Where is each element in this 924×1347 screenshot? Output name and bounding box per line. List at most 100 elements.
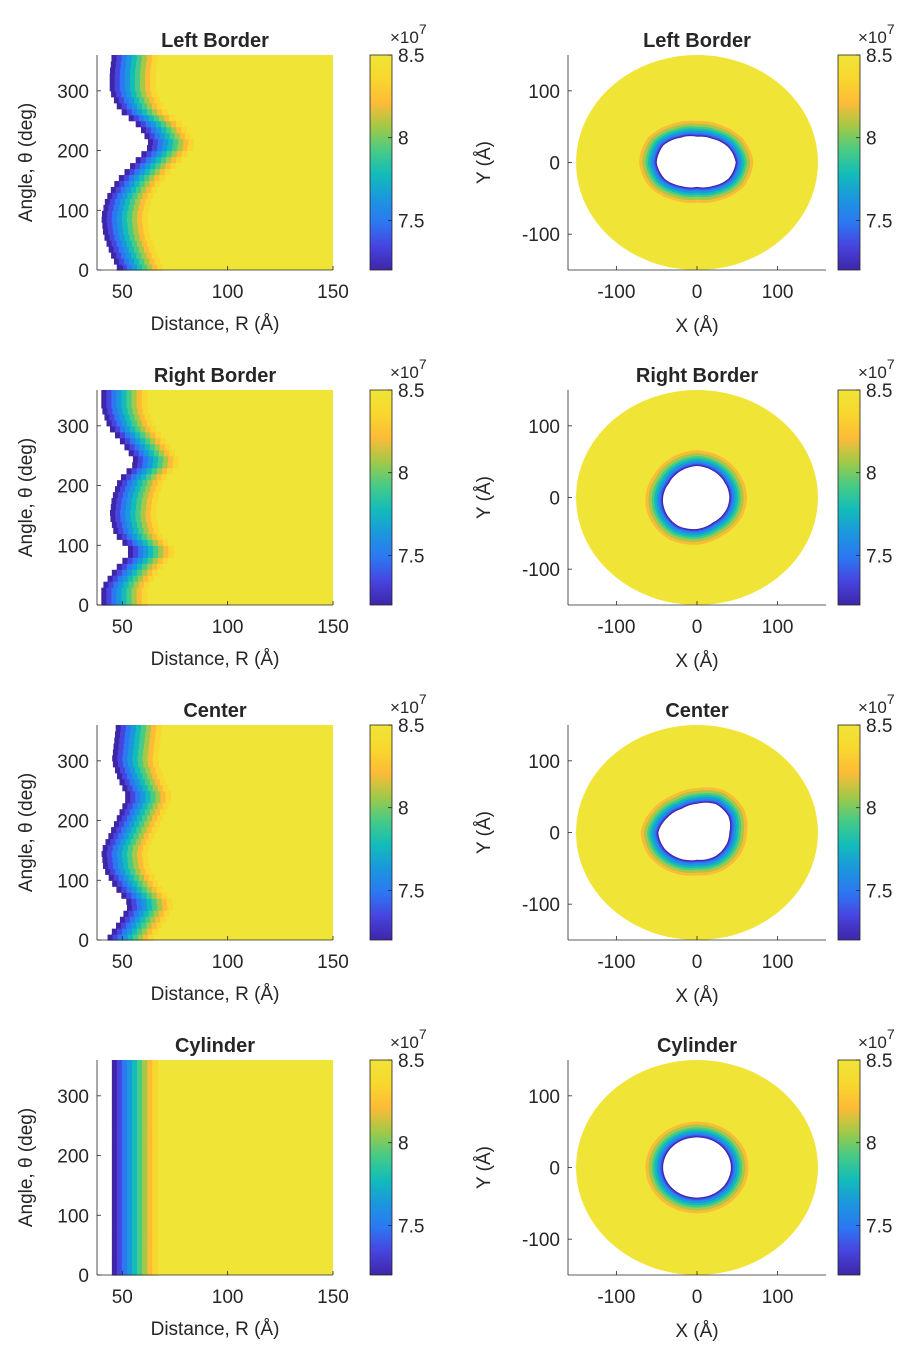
heatmap-cell (128, 874, 135, 881)
heatmap-cell (131, 419, 138, 427)
heatmap-cell (119, 413, 126, 421)
heatmap-cell (151, 60, 157, 68)
heatmap-cell (125, 790, 131, 798)
heatmap-cell (126, 252, 132, 259)
heatmap-cell (174, 132, 181, 140)
heatmap-empty-region (97, 772, 118, 780)
heatmap-cell (142, 928, 148, 935)
heatmap-cell (131, 826, 137, 834)
heatmap-cell (148, 760, 154, 768)
heatmap-cell (126, 102, 133, 110)
heatmap-cell (116, 1119, 123, 1127)
heatmap-cell (152, 1167, 158, 1175)
heatmap-cell (144, 808, 151, 816)
heatmap-cell (127, 844, 134, 852)
heatmap-cell (111, 1065, 118, 1073)
heatmap-cell (146, 419, 153, 427)
colorbar-exponent-base: ×10 (858, 698, 887, 717)
heatmap-cell (152, 1143, 158, 1151)
heatmap-empty-region (97, 748, 113, 756)
heatmap-cell (136, 533, 143, 540)
annulus-hole (656, 136, 736, 188)
heatmap-cell (146, 144, 153, 152)
heatmap-cell (130, 730, 136, 738)
heatmap-cell (118, 820, 125, 828)
heatmap-cell (114, 180, 120, 187)
heatmap-cell (151, 898, 158, 905)
heatmap-empty-region (97, 437, 120, 445)
heatmap-cell (126, 1269, 133, 1276)
heatmap-cell (128, 174, 135, 182)
heatmap-cell (170, 162, 177, 170)
heatmap-cell (124, 736, 130, 744)
heatmap-cell (131, 563, 138, 570)
heatmap-cell (133, 760, 139, 768)
heatmap-cell (155, 790, 162, 798)
heatmap-cell (152, 904, 158, 911)
heatmap-cell (142, 1143, 148, 1151)
heatmap-cell (152, 1095, 158, 1103)
heatmap-cell (183, 138, 189, 146)
heatmap-empty-region (97, 832, 109, 840)
heatmap-cell (132, 222, 139, 229)
annulus-hole (658, 802, 731, 861)
heatmap-empty-region (97, 467, 127, 475)
heatmap-cell (161, 898, 168, 905)
heatmap-cell (146, 898, 153, 905)
heatmap-cell (151, 55, 158, 62)
heatmap-cell (125, 503, 132, 511)
heatmap-cell (125, 60, 132, 68)
heatmap-cell (147, 934, 154, 941)
heatmap-cell (157, 479, 164, 487)
heatmap-cell (140, 868, 147, 875)
heatmap-cell (119, 485, 126, 493)
heatmap-cell (126, 1095, 133, 1103)
heatmap-cell (137, 934, 144, 941)
heatmap-cell (150, 515, 157, 522)
heatmap-cell (137, 1125, 143, 1133)
heatmap-cell (152, 1173, 158, 1181)
heatmap-cell (113, 862, 119, 869)
heatmap-cell (111, 826, 117, 834)
x-axis-label: Distance, R (Å) (151, 649, 280, 670)
heatmap-cell (126, 1191, 133, 1198)
heatmap-cell (147, 1167, 153, 1175)
heatmap-cell (112, 192, 118, 199)
heatmap-cell (118, 581, 125, 588)
heatmap-cell (101, 850, 108, 857)
heatmap-empty-region (97, 1089, 112, 1097)
heatmap-cell (171, 156, 177, 164)
heatmap-cell (111, 1263, 118, 1270)
heatmap-cell (139, 443, 146, 451)
heatmap-cell (151, 90, 158, 98)
heatmap-cell (141, 497, 148, 505)
heatmap-cell (116, 1227, 123, 1234)
heatmap-cell (135, 796, 141, 804)
heatmap-empty-region (97, 1269, 112, 1276)
heatmap-cell (124, 168, 131, 176)
heatmap-cell (132, 210, 138, 217)
heatmap-empty-region (97, 1149, 112, 1157)
heatmap-cell (117, 754, 123, 762)
heatmap-cell (101, 599, 107, 606)
heatmap-cell (140, 790, 146, 798)
heatmap-cell (145, 725, 152, 732)
heatmap-cell (188, 138, 195, 146)
colorbar-tick-label: 7.5 (398, 546, 424, 567)
heatmap-cell (160, 162, 167, 170)
heatmap-cell (147, 1131, 153, 1139)
heatmap-empty-region (97, 1239, 112, 1246)
x-tick-label: 150 (317, 617, 349, 638)
y-axis-label: Angle, θ (deg) (16, 1108, 37, 1227)
heatmap-cell (120, 186, 127, 193)
heatmap-cell (115, 60, 122, 68)
heatmap-cell (142, 216, 148, 223)
heatmap-cell (126, 1083, 133, 1091)
heatmap-cell (124, 78, 131, 86)
heatmap-cell (154, 258, 160, 265)
heatmap-cell (148, 491, 154, 499)
heatmap-cell (160, 156, 167, 164)
heatmap-cell (136, 898, 142, 905)
heatmap-cell (128, 581, 135, 588)
